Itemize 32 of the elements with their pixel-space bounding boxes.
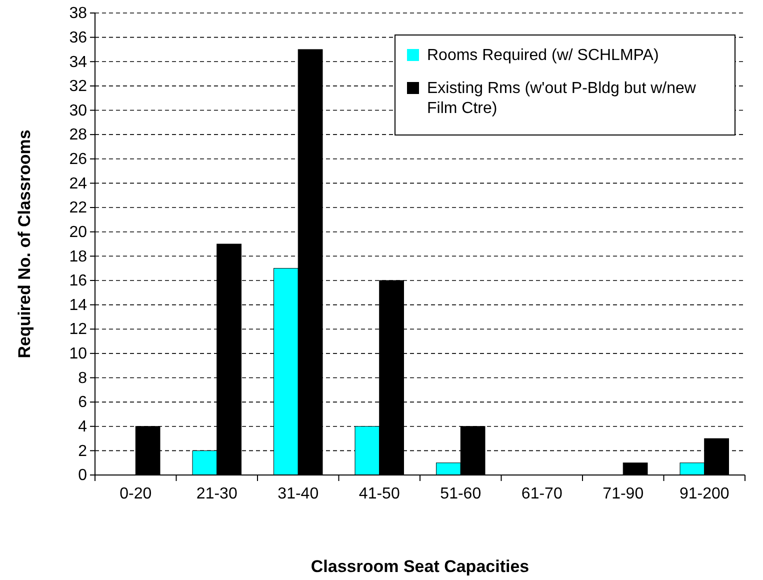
y-tick-label: 28 xyxy=(69,126,88,144)
y-tick-label: 22 xyxy=(69,200,88,217)
x-tick-label: 71-90 xyxy=(602,485,644,502)
y-tick-label: 26 xyxy=(69,151,88,168)
y-tick-label: 6 xyxy=(78,394,88,412)
y-tick-label: 36 xyxy=(69,29,88,46)
y-tick-label: 2 xyxy=(78,442,88,460)
x-tick-label: 41-50 xyxy=(358,485,400,502)
y-tick-label: 14 xyxy=(69,296,88,314)
y-tick-label: 30 xyxy=(69,102,88,120)
y-tick-label: 12 xyxy=(69,321,88,338)
x-tick-label: 0-20 xyxy=(120,485,152,502)
legend-label: Rooms Required (w/ SCHLMPA) xyxy=(427,47,659,64)
y-axis-title: Required No. of Classrooms xyxy=(15,130,34,358)
y-tick-label: 24 xyxy=(69,175,88,192)
legend-label: Existing Rms (w'out P-Bldg but w/new Film Ctre) xyxy=(427,80,696,117)
x-axis-title: Classroom Seat Capacities xyxy=(310,557,530,576)
x-tick-label: 21-30 xyxy=(196,485,238,502)
y-tick-label: 38 xyxy=(69,5,88,22)
y-tick-label: 16 xyxy=(69,272,88,290)
x-tick-label: 31-40 xyxy=(278,485,319,502)
y-tick-label: 34 xyxy=(69,54,88,71)
y-tick-label: 4 xyxy=(78,418,88,436)
x-tick-label: 51-60 xyxy=(440,485,482,502)
y-tick-label: 8 xyxy=(78,370,88,387)
y-tick-label: 0 xyxy=(78,467,88,484)
y-tick-label: 32 xyxy=(69,78,88,96)
y-tick-label: 20 xyxy=(69,224,88,241)
x-tick-label: 91-200 xyxy=(679,485,730,502)
x-tick-label: 61-70 xyxy=(521,485,562,502)
y-tick-label: 10 xyxy=(69,346,88,363)
y-tick-label: 18 xyxy=(69,248,88,266)
